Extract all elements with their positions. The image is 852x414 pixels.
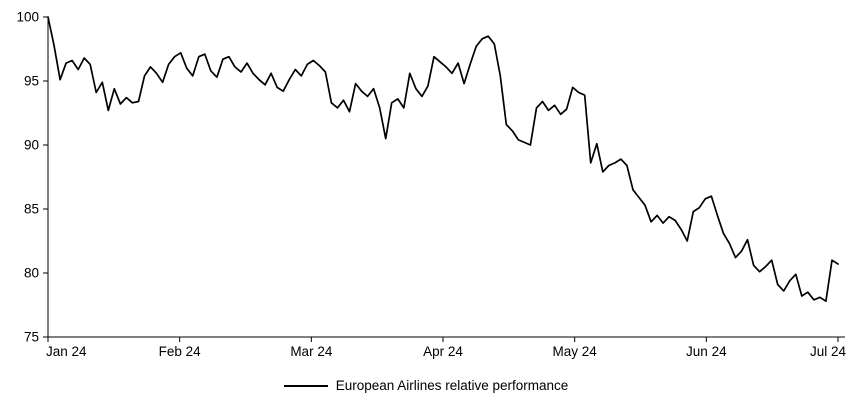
x-tick-label: Jul 24	[810, 344, 847, 359]
x-tick-label: Jan 24	[46, 344, 87, 359]
x-tick-label: Apr 24	[423, 344, 463, 359]
y-tick-label: 100	[16, 10, 39, 25]
y-tick-label: 95	[24, 74, 39, 89]
x-tick-label: May 24	[553, 344, 598, 359]
y-tick-label: 85	[24, 202, 39, 217]
legend-label: European Airlines relative performance	[335, 378, 569, 393]
line-chart: 75 80 85 90 95 100 Jan 24 Feb 24 Mar 24 Apr 24 May…	[16, 10, 847, 360]
data-line	[47, 16, 839, 303]
y-tick-label: 90	[24, 138, 39, 153]
y-tick-label: 75	[24, 330, 39, 345]
x-tick-label: Jun 24	[686, 344, 727, 359]
x-tick-label: Mar 24	[290, 344, 333, 359]
y-tick-label: 80	[24, 266, 39, 281]
x-tick-label: Feb 24	[159, 344, 202, 359]
chart-legend: European Airlines relative performance	[0, 378, 852, 393]
legend-line-sample	[283, 384, 328, 387]
